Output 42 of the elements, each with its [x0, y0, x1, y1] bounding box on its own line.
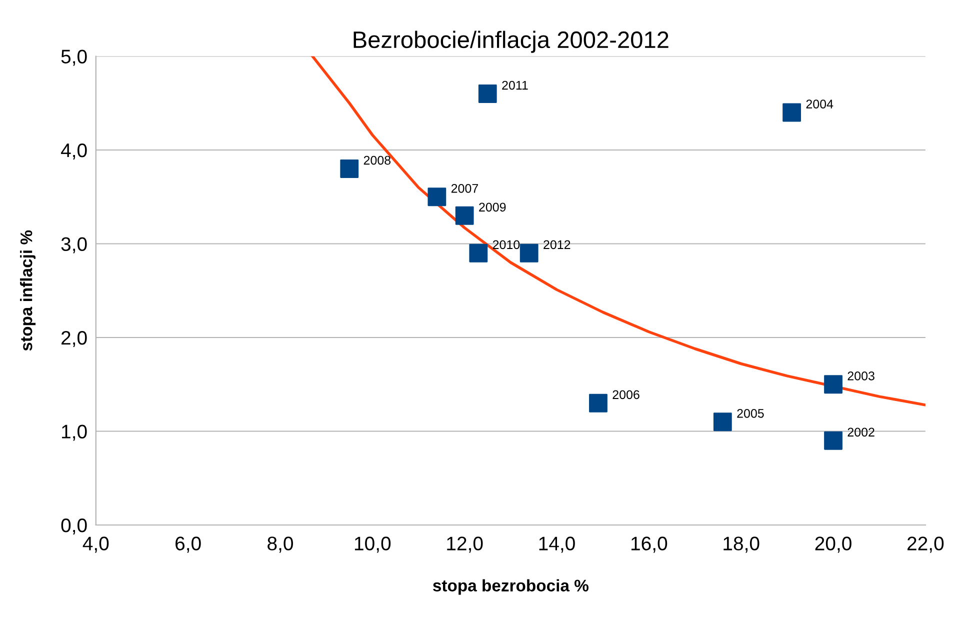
point	[340, 160, 359, 178]
annotation: 2011	[502, 80, 528, 90]
point	[824, 375, 842, 394]
x-tick-label: 18,0	[724, 536, 760, 553]
annotation: 2012	[544, 240, 570, 250]
x-tick-label: 6,0	[176, 536, 201, 553]
x-axis-title: stopa bezrobocia %	[433, 579, 588, 595]
annotation: 2006	[612, 390, 640, 400]
annotation: 2008	[364, 156, 391, 165]
annotation: 2007	[451, 184, 478, 193]
y-tick-label: 5,0	[61, 50, 87, 66]
line-series	[311, 56, 926, 406]
point	[469, 244, 488, 262]
annotation: 2003	[848, 371, 874, 380]
y-tick-label: 4,0	[60, 143, 87, 160]
point	[824, 431, 842, 450]
point	[713, 412, 732, 432]
point	[428, 188, 446, 206]
chart-title: Bezrobocie/inflacja 2002-2012	[354, 30, 668, 53]
annotation: 2002	[848, 428, 874, 437]
x-tick-label: 16,0	[631, 536, 668, 553]
annotation: 2004	[806, 100, 834, 108]
point	[455, 206, 474, 225]
x-tick-label: 22,0	[907, 536, 944, 553]
annotation: 2005	[737, 408, 764, 418]
point	[478, 84, 497, 103]
y-tick-label: 0,0	[61, 518, 87, 535]
x-tick-label: 4,0	[82, 536, 109, 553]
point	[589, 394, 608, 412]
x-tick-label: 10,0	[354, 536, 391, 553]
x-tick-label: 14,0	[539, 536, 575, 553]
x-tick-label: 20,0	[815, 536, 852, 553]
y-tick-label: 3,0	[61, 237, 87, 254]
x-tick-label: 12,0	[447, 536, 483, 553]
point	[782, 103, 801, 122]
annotation: 2010	[492, 240, 520, 250]
annotation: 2009	[479, 202, 506, 212]
y-tick-label: 1,0	[62, 424, 87, 441]
x-tick-label: 8,0	[268, 536, 293, 553]
y-axis-title: stopa inflacji %	[20, 230, 36, 351]
y-tick-label: 2,0	[62, 330, 87, 348]
point	[520, 244, 538, 262]
